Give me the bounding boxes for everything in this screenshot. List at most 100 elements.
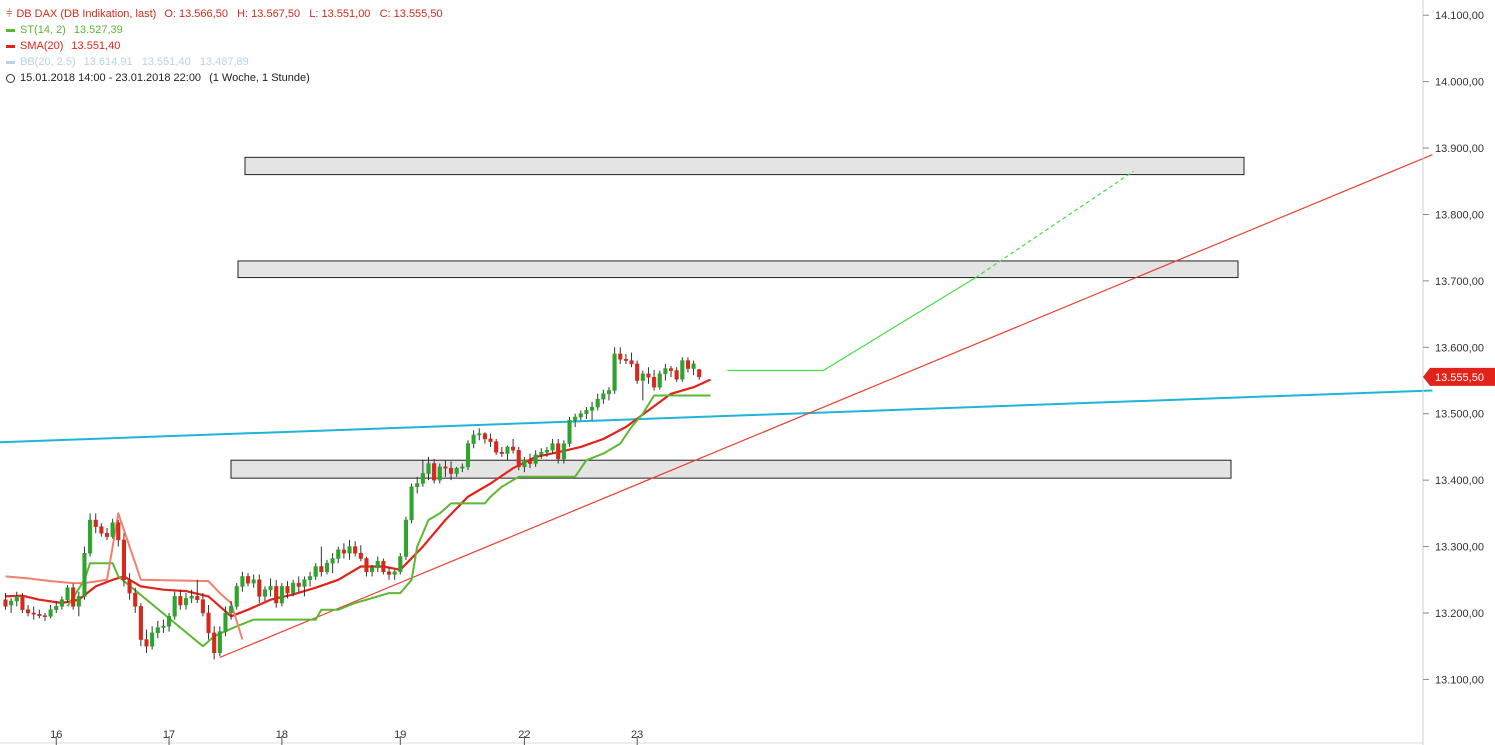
candle-body [629, 360, 634, 365]
candle-body [556, 443, 561, 460]
legend-bb-row[interactable]: BB(20, 2.5) 13.614,91 13.551,40 13.487,8… [6, 54, 443, 70]
candlesticks [3, 347, 702, 660]
candle-body [386, 571, 392, 575]
candle-body [285, 586, 290, 594]
candle-body [477, 433, 482, 436]
candle-body [274, 586, 279, 604]
candle-body [697, 369, 702, 378]
candle-body [465, 443, 471, 468]
candle-body [76, 596, 81, 607]
y-tick-label: 13.500,00 [1435, 409, 1484, 421]
candle-body [127, 579, 132, 594]
y-tick-label: 13.400,00 [1435, 475, 1484, 487]
candle-body [494, 441, 499, 453]
projection-lines[interactable] [727, 170, 1134, 372]
y-tick-label: 13.900,00 [1435, 143, 1484, 155]
instrument-name: DB DAX (DB Indikation, last) [16, 8, 157, 20]
candle-body [257, 579, 262, 597]
candle-body [178, 596, 183, 606]
candle-body [623, 359, 628, 361]
candle-body [212, 632, 217, 654]
candle-body [584, 410, 589, 414]
legend-sma-row[interactable]: SMA(20) 13.551,40 [6, 38, 443, 54]
sma-value: 13.551,40 [71, 40, 121, 52]
y-tick-label: 13.700,00 [1435, 276, 1484, 288]
candle-body [449, 467, 454, 474]
cyan-trend-line [0, 389, 1433, 444]
candle-body [415, 483, 420, 488]
chart-legend: ⫩ DB DAX (DB Indikation, last) O: 13.566… [6, 6, 443, 86]
candle-body [612, 353, 617, 391]
candle-body [279, 586, 284, 604]
bb-label: BB(20, 2.5) [20, 56, 76, 68]
candle-body [240, 576, 245, 587]
candle-body [516, 450, 521, 468]
red-trend-line [219, 154, 1433, 659]
candle-body [347, 546, 352, 554]
candle-body [353, 546, 358, 554]
candle-body [82, 552, 87, 597]
candle-body [432, 463, 437, 481]
st-value: 13.527,39 [73, 24, 123, 36]
candle-body [65, 587, 70, 600]
period-range: 15.01.2018 14:00 - 23.01.2018 22:00 [20, 72, 202, 84]
candle-body [573, 416, 578, 421]
candle-body [200, 599, 205, 614]
candle-body [443, 466, 448, 469]
st-label: ST(14, 2) [20, 24, 66, 36]
bb-swatch-icon [6, 60, 15, 64]
candle-body [578, 413, 583, 418]
indicator-lines [5, 378, 711, 648]
candle-body [324, 562, 330, 573]
y-tick-label: 13.200,00 [1435, 608, 1484, 620]
candle-body [522, 459, 527, 468]
candle-body [268, 586, 273, 590]
candle-body [319, 566, 324, 573]
sma-label: SMA(20) [20, 40, 64, 52]
candle-body [291, 582, 296, 594]
candle-body [296, 582, 301, 587]
price-tag-badge [1423, 367, 1495, 386]
y-tick-label: 13.100,00 [1435, 674, 1484, 686]
upper-band-line [5, 512, 244, 640]
candle-body [31, 612, 36, 615]
candle-body [640, 373, 645, 381]
candle-body [460, 466, 465, 469]
candle-body [663, 368, 668, 375]
sma-line [5, 378, 711, 618]
candle-body [59, 599, 64, 607]
y-tick-label: 13.300,00 [1435, 542, 1484, 554]
legend-instrument-row: ⫩ DB DAX (DB Indikation, last) O: 13.566… [6, 6, 443, 22]
candle-body [409, 486, 414, 521]
resistance-support-zones[interactable] [230, 156, 1245, 479]
candle-body [437, 466, 442, 481]
candle-body [544, 450, 549, 453]
candle-body [488, 438, 493, 442]
candle-body [330, 558, 335, 564]
candle-body [674, 370, 679, 380]
candle-body [3, 599, 8, 607]
price-zone [230, 459, 1232, 479]
candle-body [88, 519, 93, 554]
candle-body [606, 390, 612, 395]
candle-body [71, 587, 76, 607]
candle-body [234, 586, 239, 607]
candle-body [341, 549, 346, 554]
candle-body [313, 566, 318, 577]
candle-body [635, 363, 640, 381]
candle-body [533, 454, 538, 464]
candle-body [150, 632, 155, 647]
x-tick-label: 22 [518, 729, 530, 741]
legend-st-row[interactable]: ST(14, 2) 13.527,39 [6, 22, 443, 38]
candle-body [167, 616, 172, 627]
x-tick-label: 23 [631, 729, 643, 741]
candle-body [308, 576, 313, 581]
y-tick-label: 13.600,00 [1435, 342, 1484, 354]
candle-body [206, 612, 211, 634]
candle-body [618, 353, 623, 360]
candle-body [358, 552, 363, 559]
trend-lines[interactable] [0, 154, 1433, 659]
candle-body [172, 596, 177, 617]
x-tick-label: 16 [50, 729, 62, 741]
